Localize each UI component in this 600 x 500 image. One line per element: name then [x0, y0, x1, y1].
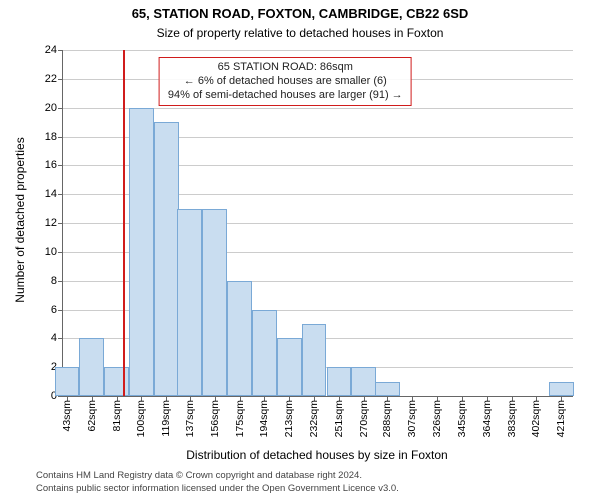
info-callout-line: ← 6% of detached houses are smaller (6): [168, 75, 403, 89]
ytick-label: 16: [45, 159, 63, 171]
footer-line-2: Contains public sector information licen…: [36, 483, 399, 494]
xtick-label: 326sqm: [431, 400, 443, 437]
histogram-bar: [177, 209, 202, 396]
info-callout-line: 94% of semi-detached houses are larger (…: [168, 89, 403, 103]
histogram-bar: [154, 122, 179, 396]
histogram-bar: [302, 324, 327, 396]
ytick-label: 4: [51, 332, 63, 344]
info-callout: 65 STATION ROAD: 86sqm← 6% of detached h…: [159, 57, 412, 106]
xtick-label: 100sqm: [135, 400, 147, 437]
ytick-label: 10: [45, 246, 63, 258]
chart-title: 65, STATION ROAD, FOXTON, CAMBRIDGE, CB2…: [0, 6, 600, 21]
xtick-label: 383sqm: [506, 400, 518, 437]
xtick-label: 270sqm: [358, 400, 370, 437]
histogram-bar: [129, 108, 154, 396]
xtick-label: 62sqm: [86, 400, 98, 432]
xtick-label: 402sqm: [530, 400, 542, 437]
xtick-label: 345sqm: [456, 400, 468, 437]
histogram-bar: [55, 367, 80, 396]
gridline: [63, 50, 573, 51]
histogram-bar: [79, 338, 104, 396]
xtick-label: 137sqm: [184, 400, 196, 437]
xtick-label: 156sqm: [209, 400, 221, 437]
xtick-label: 307sqm: [406, 400, 418, 437]
xtick-label: 175sqm: [234, 400, 246, 437]
reference-line: [123, 50, 125, 396]
histogram-bar: [327, 367, 352, 396]
histogram-bar: [202, 209, 227, 396]
histogram-bar: [252, 310, 277, 397]
ytick-label: 22: [45, 73, 63, 85]
x-axis-label: Distribution of detached houses by size …: [62, 448, 572, 462]
y-axis-label: Number of detached properties: [13, 47, 27, 393]
info-callout-line: 65 STATION ROAD: 86sqm: [168, 61, 403, 75]
ytick-label: 14: [45, 188, 63, 200]
footer-line-1: Contains HM Land Registry data © Crown c…: [36, 470, 362, 481]
histogram-bar: [375, 382, 400, 396]
chart-subtitle: Size of property relative to detached ho…: [0, 26, 600, 40]
xtick-label: 119sqm: [160, 400, 172, 437]
xtick-label: 251sqm: [333, 400, 345, 437]
histogram-bar: [104, 367, 129, 396]
xtick-label: 43sqm: [61, 400, 73, 432]
histogram-bar: [549, 382, 574, 396]
ytick-label: 8: [51, 275, 63, 287]
ytick-label: 18: [45, 131, 63, 143]
xtick-label: 288sqm: [381, 400, 393, 437]
xtick-label: 421sqm: [555, 400, 567, 437]
plot-area: 02468101214161820222443sqm62sqm81sqm100s…: [62, 50, 573, 397]
histogram-bar: [227, 281, 252, 396]
ytick-label: 12: [45, 217, 63, 229]
ytick-label: 6: [51, 304, 63, 316]
xtick-label: 194sqm: [258, 400, 270, 437]
xtick-label: 364sqm: [481, 400, 493, 437]
histogram-chart: 65, STATION ROAD, FOXTON, CAMBRIDGE, CB2…: [0, 0, 600, 500]
xtick-label: 232sqm: [308, 400, 320, 437]
histogram-bar: [277, 338, 302, 396]
xtick-label: 81sqm: [111, 400, 123, 432]
ytick-label: 20: [45, 102, 63, 114]
ytick-label: 24: [45, 44, 63, 56]
histogram-bar: [351, 367, 376, 396]
xtick-label: 213sqm: [283, 400, 295, 437]
